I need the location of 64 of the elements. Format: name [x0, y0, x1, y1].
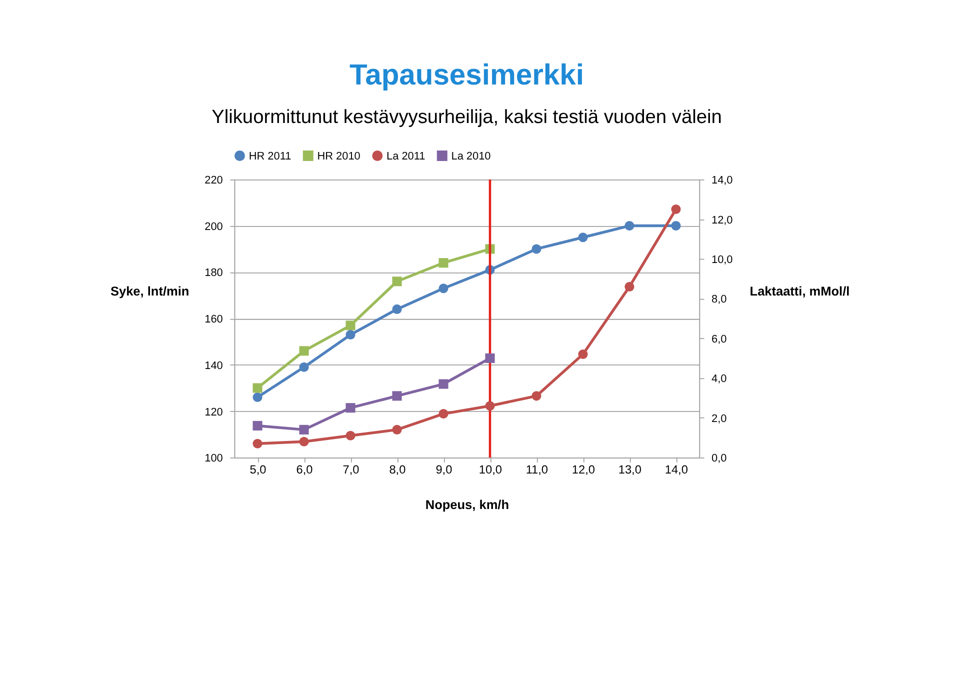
- point: [346, 403, 356, 413]
- point: [392, 424, 402, 434]
- point: [392, 276, 402, 286]
- point: [532, 391, 542, 401]
- point: [532, 244, 542, 254]
- point: [438, 258, 448, 268]
- x-axis-title: Nopeus, km/h: [425, 497, 509, 512]
- point: [578, 349, 588, 359]
- y2-tick-label: 12,0: [712, 214, 733, 226]
- x-tick-label: 13,0: [618, 462, 642, 476]
- point: [299, 436, 309, 446]
- y2-tick-label: 4,0: [712, 373, 727, 386]
- point: [252, 392, 262, 402]
- y-tick-label: 160: [204, 314, 223, 326]
- point: [438, 284, 448, 294]
- x-tick-label: 6,0: [296, 462, 314, 476]
- x-tick-label: 10,0: [478, 462, 502, 476]
- point: [346, 320, 356, 330]
- point: [252, 438, 262, 448]
- point: [346, 430, 356, 440]
- y-tick-label: 140: [204, 360, 223, 372]
- y2-tick-label: 2,0: [712, 412, 727, 425]
- point: [438, 409, 448, 419]
- point: [671, 221, 681, 231]
- y-tick-label: 120: [204, 406, 223, 418]
- x-tick-label: 8,0: [389, 462, 406, 476]
- chart-title: Tapausesimerkki: [350, 60, 584, 92]
- point: [252, 420, 262, 430]
- x-tick-label: 5,0: [250, 462, 267, 476]
- point: [299, 346, 309, 356]
- chart-subtitle: Ylikuormittunut kestävyysurheilija, kaksi testiä vuoden välein: [212, 106, 722, 128]
- y2-tick-label: 6,0: [712, 333, 727, 346]
- y-tick-label: 200: [204, 220, 223, 233]
- x-tick-label: 14,0: [664, 462, 688, 476]
- legend-label: La 2011: [386, 150, 426, 162]
- x-tick-label: 12,0: [572, 462, 596, 476]
- legend-label: HR 2010: [317, 150, 360, 162]
- point: [624, 282, 634, 292]
- y2-tick-label: 0,0: [712, 452, 727, 465]
- y-axis-title: Syke, lnt/min: [110, 284, 190, 299]
- point: [346, 330, 356, 340]
- y2-tick-label: 10,0: [712, 254, 733, 266]
- legend-label: La 2010: [451, 150, 491, 162]
- point: [578, 232, 588, 242]
- point: [252, 383, 262, 393]
- point: [299, 362, 309, 372]
- y2-tick-label: 14,0: [712, 174, 733, 187]
- point: [485, 353, 495, 363]
- point: [671, 204, 681, 214]
- point: [485, 401, 495, 411]
- y2-tick-label: 8,0: [712, 294, 727, 306]
- point: [392, 391, 402, 401]
- legend-label: HR 2011: [248, 150, 292, 162]
- y-tick-label: 220: [204, 174, 223, 187]
- y2-axis-title: Laktaatti, mMol/l: [750, 284, 850, 299]
- x-tick-label: 9,0: [436, 462, 453, 476]
- point: [624, 221, 634, 231]
- x-tick-label: 11,0: [526, 462, 548, 476]
- point: [392, 304, 402, 314]
- y-tick-label: 100: [204, 452, 223, 465]
- point: [299, 424, 309, 434]
- y-tick-label: 180: [204, 267, 223, 280]
- x-tick-label: 7,0: [342, 462, 360, 476]
- point: [438, 379, 448, 389]
